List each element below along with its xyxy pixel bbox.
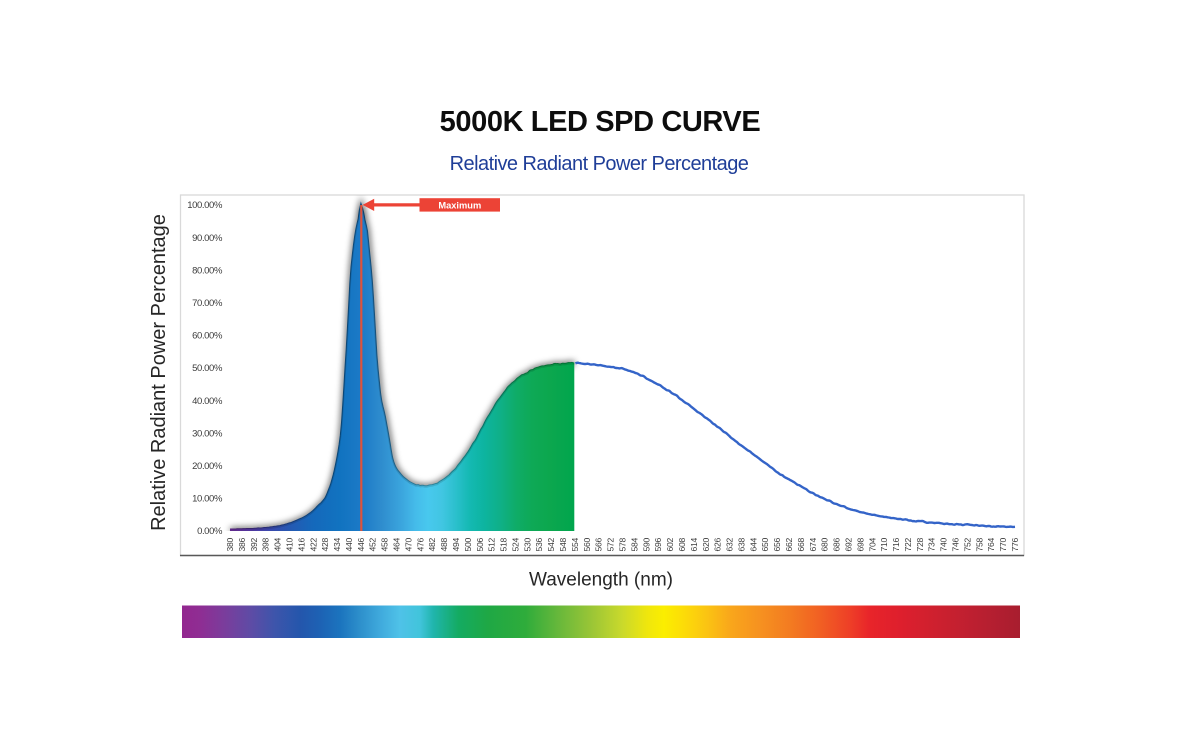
svg-text:40.00%: 40.00% [192, 396, 223, 407]
svg-text:536: 536 [534, 538, 544, 552]
svg-text:512: 512 [487, 538, 497, 552]
svg-text:596: 596 [653, 538, 663, 552]
svg-text:5000K LED SPD CURVE: 5000K LED SPD CURVE [440, 106, 761, 138]
svg-text:692: 692 [844, 538, 854, 552]
svg-text:554: 554 [570, 538, 580, 552]
svg-text:710: 710 [879, 538, 889, 552]
svg-text:494: 494 [451, 538, 461, 552]
svg-text:734: 734 [927, 538, 937, 552]
svg-text:80.00%: 80.00% [192, 265, 223, 276]
svg-text:10.00%: 10.00% [192, 494, 223, 505]
svg-text:530: 530 [522, 538, 532, 552]
svg-text:50.00%: 50.00% [192, 363, 223, 374]
svg-text:614: 614 [689, 538, 699, 552]
svg-text:452: 452 [368, 538, 378, 552]
svg-text:524: 524 [511, 538, 521, 552]
svg-text:500: 500 [463, 538, 473, 552]
svg-text:590: 590 [641, 538, 651, 552]
svg-text:578: 578 [618, 538, 628, 552]
svg-text:698: 698 [855, 538, 865, 552]
svg-text:572: 572 [606, 538, 616, 552]
svg-text:446: 446 [356, 538, 366, 552]
svg-text:392: 392 [249, 538, 259, 552]
svg-text:704: 704 [867, 538, 877, 552]
svg-text:Wavelength (nm): Wavelength (nm) [529, 570, 673, 591]
svg-text:60.00%: 60.00% [192, 331, 223, 342]
svg-text:428: 428 [320, 538, 330, 552]
svg-text:Maximum: Maximum [438, 200, 481, 210]
svg-text:662: 662 [784, 538, 794, 552]
svg-text:740: 740 [939, 538, 949, 552]
svg-text:90.00%: 90.00% [192, 233, 223, 244]
svg-text:398: 398 [261, 538, 271, 552]
svg-text:404: 404 [273, 538, 283, 552]
svg-text:410: 410 [285, 538, 295, 552]
svg-text:644: 644 [748, 538, 758, 552]
svg-text:548: 548 [558, 538, 568, 552]
svg-text:680: 680 [820, 538, 830, 552]
svg-text:752: 752 [962, 538, 972, 552]
svg-text:470: 470 [403, 538, 413, 552]
svg-text:458: 458 [380, 538, 390, 552]
svg-text:650: 650 [760, 538, 770, 552]
svg-text:Relative Radiant Power Percent: Relative Radiant Power Percentage [148, 214, 170, 531]
svg-text:70.00%: 70.00% [192, 298, 223, 309]
svg-text:584: 584 [629, 538, 639, 552]
svg-text:758: 758 [974, 538, 984, 552]
svg-text:0.00%: 0.00% [197, 526, 223, 537]
svg-text:776: 776 [1010, 538, 1020, 552]
svg-text:668: 668 [796, 538, 806, 552]
svg-text:602: 602 [665, 538, 675, 552]
svg-text:422: 422 [308, 538, 318, 552]
svg-text:626: 626 [713, 538, 723, 552]
svg-text:488: 488 [439, 538, 449, 552]
svg-text:506: 506 [475, 538, 485, 552]
svg-text:674: 674 [808, 538, 818, 552]
svg-text:518: 518 [499, 538, 509, 552]
svg-text:416: 416 [296, 538, 306, 552]
svg-text:770: 770 [998, 538, 1008, 552]
svg-text:566: 566 [594, 538, 604, 552]
svg-text:380: 380 [225, 538, 235, 552]
svg-text:728: 728 [915, 538, 925, 552]
svg-text:542: 542 [546, 538, 556, 552]
svg-text:764: 764 [986, 538, 996, 552]
svg-text:464: 464 [392, 538, 402, 552]
svg-text:638: 638 [736, 538, 746, 552]
svg-text:716: 716 [891, 538, 901, 552]
svg-text:482: 482 [427, 538, 437, 552]
svg-text:Relative Radiant Power Percent: Relative Radiant Power Percentage [450, 153, 749, 175]
svg-text:608: 608 [677, 538, 687, 552]
svg-text:20.00%: 20.00% [192, 461, 223, 472]
svg-text:620: 620 [701, 538, 711, 552]
svg-text:440: 440 [344, 538, 354, 552]
svg-text:30.00%: 30.00% [192, 428, 223, 439]
svg-text:656: 656 [772, 538, 782, 552]
svg-text:632: 632 [725, 538, 735, 552]
svg-text:686: 686 [832, 538, 842, 552]
svg-text:560: 560 [582, 538, 592, 552]
svg-text:722: 722 [903, 538, 913, 552]
svg-text:434: 434 [332, 538, 342, 552]
svg-text:746: 746 [951, 538, 961, 552]
svg-text:386: 386 [237, 538, 247, 552]
svg-text:476: 476 [415, 538, 425, 552]
svg-text:100.00%: 100.00% [187, 200, 223, 211]
